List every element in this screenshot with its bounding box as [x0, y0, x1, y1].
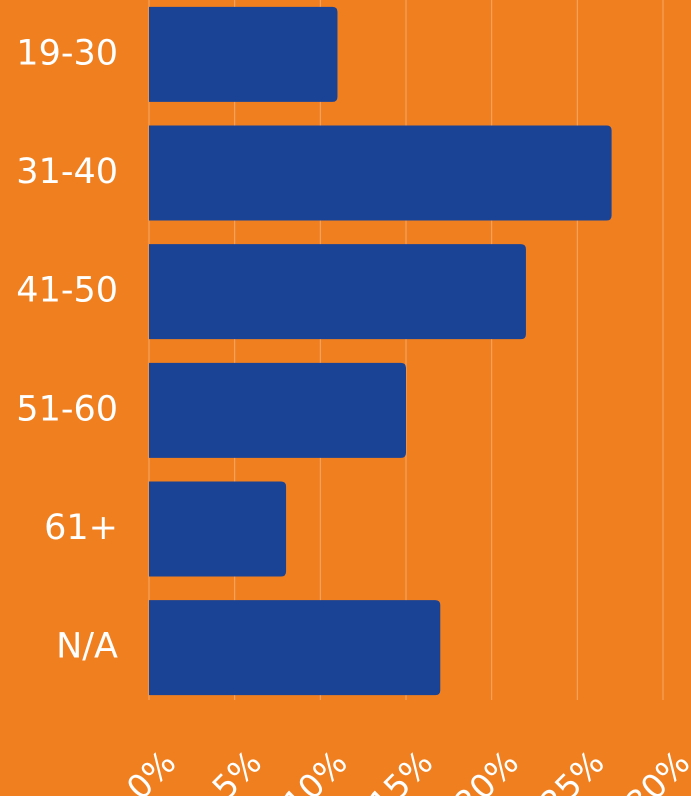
y-tick-label: 61+: [44, 508, 118, 548]
x-tick-label: 10%: [275, 743, 354, 796]
x-tick-label: 15%: [361, 743, 440, 796]
bar: [149, 481, 287, 577]
y-tick-label: 19-30: [16, 33, 118, 73]
y-tick-label: N/A: [56, 627, 118, 667]
x-tick-label: 25%: [532, 743, 611, 796]
bar: [149, 125, 612, 221]
bar: [149, 6, 338, 102]
y-tick-label: 51-60: [16, 389, 118, 429]
x-tick-label: 5%: [204, 743, 269, 796]
y-tick-label: 31-40: [16, 152, 118, 192]
x-tick-label: 20%: [447, 743, 526, 796]
y-tick-label: 41-50: [16, 271, 118, 311]
x-tick-label: 0%: [119, 743, 184, 796]
bar: [149, 362, 406, 458]
x-tick-label: 30%: [618, 743, 691, 796]
bar: [149, 244, 526, 340]
bar: [149, 600, 441, 696]
